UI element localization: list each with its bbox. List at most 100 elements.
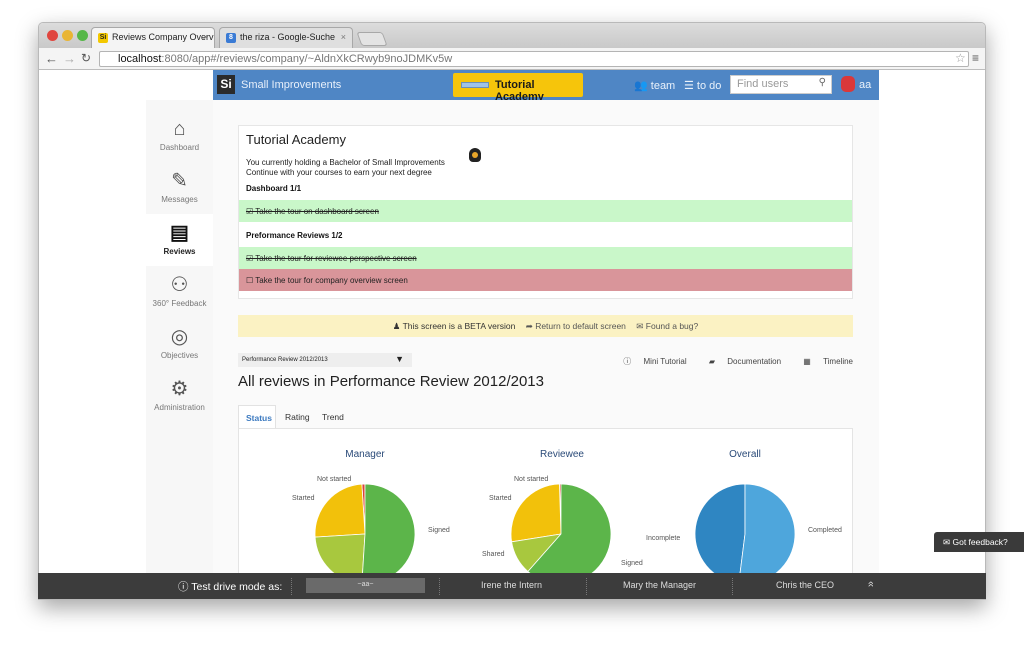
overall-pie-chart (694, 483, 796, 585)
timeline-link[interactable]: ▦ Timeline (793, 357, 853, 366)
pie-label: Incomplete (646, 535, 681, 542)
chart-title-reviewee: Reviewee (540, 449, 584, 460)
gear-icon: ⚙ (170, 378, 189, 400)
google-favicon-icon: 8 (226, 33, 236, 43)
info-icon: ⓘ (178, 581, 192, 593)
pie-slice-incomplete[interactable] (738, 483, 796, 585)
url-input[interactable]: localhost:8080/app#/reviews/company/~Ald… (99, 51, 969, 67)
menu-icon[interactable]: ≡ (972, 51, 980, 65)
reload-icon[interactable]: ↻ (81, 51, 92, 65)
new-tab-button[interactable] (356, 32, 388, 46)
close-tab-icon[interactable]: × (202, 32, 208, 42)
tab-rating[interactable]: Rating (285, 412, 310, 422)
bookmark-star-icon[interactable]: ☆ (955, 51, 966, 65)
tutorial-academy-button[interactable]: Tutorial Academy (453, 73, 583, 103)
sidebar: ⌂ Dashboard ✎ Messages ▤ Reviews ⚇ 360° … (146, 100, 213, 599)
course-item[interactable]: ☑ Take the tour for reviewee perspective… (239, 247, 852, 269)
chat-icon: ✉ (943, 537, 953, 547)
section-dashboard: Dashboard 1/1 (246, 184, 302, 193)
found-bug-link[interactable]: ✉ Found a bug? (636, 321, 698, 331)
main-content: Tutorial Academy You currently holding a… (213, 100, 879, 599)
team-label: team (650, 80, 676, 92)
sidebar-item-dashboard[interactable]: ⌂ Dashboard (146, 110, 213, 162)
share-icon: ➦ (525, 321, 536, 331)
divider (439, 578, 440, 595)
sidebar-item-messages[interactable]: ✎ Messages (146, 162, 213, 214)
pencil-icon: ✎ (171, 170, 188, 192)
mini-tutorial-link[interactable]: ⓘ Mini Tutorial (613, 357, 686, 366)
progress-bar-icon (461, 82, 489, 88)
pie-label: Completed (808, 527, 842, 534)
back-icon[interactable]: ← (45, 51, 58, 66)
forward-icon[interactable]: → (63, 51, 76, 66)
sidebar-item-label: Messages (161, 195, 198, 204)
pie-slice-started[interactable] (510, 483, 562, 543)
tab-trend[interactable]: Trend (322, 412, 344, 422)
pie-slice-started[interactable] (314, 483, 366, 538)
people-icon: ⚇ (170, 274, 189, 296)
list-icon: ☰ (684, 80, 697, 92)
pie-slice-signed[interactable] (361, 483, 416, 585)
test-drive-user-input[interactable]: ~aa~ (306, 578, 425, 593)
minimize-window-button[interactable] (62, 30, 73, 41)
drive-as-mary[interactable]: Mary the Manager (623, 580, 697, 590)
info-icon: ⓘ (623, 357, 634, 366)
user-icon: ♟ (392, 321, 403, 331)
chart-title-overall: Overall (729, 449, 761, 460)
browser-tab-google[interactable]: 8 the riza - Google-Suche × (219, 27, 353, 48)
caret-down-icon: ▼ (395, 354, 404, 364)
logo[interactable]: Si (217, 75, 235, 94)
tab-title: Reviews Company Overvie (112, 32, 215, 42)
find-users-input[interactable]: Find users ⚲ (730, 75, 832, 94)
close-tab-icon[interactable]: × (340, 32, 346, 42)
sidebar-item-360-feedback[interactable]: ⚇ 360° Feedback (146, 266, 213, 318)
pie-label: Started (292, 495, 315, 502)
return-default-link[interactable]: ➦ Return to default screen (526, 321, 626, 331)
academy-title: Tutorial Academy (246, 132, 346, 147)
book-icon: ▰ (708, 357, 718, 366)
tab-status[interactable]: Status (238, 405, 276, 428)
return-default-label: Return to default screen (535, 321, 626, 331)
academy-continue-text: Continue with your courses to earn your … (246, 168, 432, 177)
select-value: Performance Review 2012/2013 (242, 357, 328, 363)
divider (732, 578, 733, 595)
section-reviews: Preformance Reviews 1/2 (246, 231, 343, 240)
beta-text: This screen is a BETA version (402, 321, 516, 331)
course-item[interactable]: ☐ Take the tour for company overview scr… (239, 269, 852, 291)
tutorial-academy-panel: Tutorial Academy You currently holding a… (238, 125, 853, 299)
zoom-window-button[interactable] (77, 30, 88, 41)
document-icon: ▤ (170, 222, 189, 244)
calendar-icon: ▦ (803, 357, 814, 366)
found-bug-label: Found a bug? (645, 321, 699, 331)
si-favicon-icon: Si (98, 33, 108, 43)
search-icon: ⚲ (818, 77, 826, 88)
documentation-label: Documentation (727, 357, 782, 366)
team-link[interactable]: 👥 team (634, 79, 675, 92)
timeline-label: Timeline (823, 357, 853, 366)
find-users-placeholder: Find users (737, 78, 789, 90)
review-cycle-select[interactable]: Performance Review 2012/2013 ▼ (238, 353, 412, 367)
pie-slice-completed[interactable] (694, 483, 746, 585)
tabs: Status Rating Trend (238, 405, 853, 428)
manager-pie-chart (314, 483, 416, 585)
todo-link[interactable]: ☰ to do (684, 79, 721, 92)
got-feedback-button[interactable]: ✉ Got feedback? (934, 532, 1024, 552)
sidebar-item-administration[interactable]: ⚙ Administration (146, 370, 213, 422)
browser-tab-reviews[interactable]: Si Reviews Company Overvie × (91, 27, 215, 48)
sidebar-item-label: 360° Feedback (152, 299, 207, 308)
course-item[interactable]: ☑ Take the tour on dashboard screen (239, 200, 852, 222)
drive-as-irene[interactable]: Irene the Intern (481, 580, 543, 590)
user-name[interactable]: aa (859, 79, 872, 91)
expand-icon[interactable]: » (865, 580, 878, 588)
drive-as-chris[interactable]: Chris the CEO (776, 580, 835, 590)
sidebar-item-objectives[interactable]: ◎ Objectives (146, 318, 213, 370)
sidebar-item-reviews[interactable]: ▤ Reviews (146, 214, 213, 266)
test-drive-text: Test drive mode as: (191, 581, 283, 593)
brand-name[interactable]: Small Improvements (241, 79, 342, 91)
close-window-button[interactable] (47, 30, 58, 41)
avatar[interactable] (841, 76, 855, 92)
target-icon: ◎ (170, 326, 189, 348)
sidebar-item-label: Reviews (163, 247, 196, 256)
documentation-link[interactable]: ▰ Documentation (699, 357, 781, 366)
page-title: All reviews in Performance Review 2012/2… (238, 373, 544, 390)
